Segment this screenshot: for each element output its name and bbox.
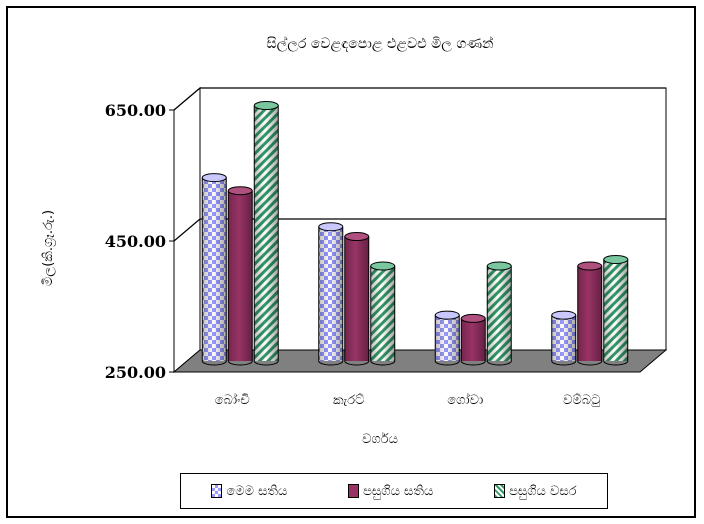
- floor: [172, 349, 668, 373]
- bar-outline: [201, 177, 227, 366]
- bar-outline: [370, 266, 396, 366]
- x-tick-label: කැරට්: [333, 393, 364, 408]
- bar-shade: [344, 236, 369, 361]
- y-tick-label: 250.00: [105, 363, 166, 382]
- bar-0-2: [253, 101, 279, 366]
- x-tick-label: වම්බටු: [563, 393, 600, 408]
- y-tick-label: 650.00: [105, 101, 166, 120]
- bar-outline: [344, 236, 370, 366]
- bar-shade: [370, 266, 395, 361]
- bar-3-2: [603, 254, 629, 366]
- bar-shade: [603, 259, 628, 361]
- legend-swatch-series-3: [494, 484, 506, 498]
- chart-legend: මෙම සතිය පසුගිය සතිය පසුගිය වසර: [180, 473, 608, 509]
- bar-outline: [227, 190, 253, 366]
- bar-shade: [551, 315, 576, 361]
- bar-shade: [461, 318, 486, 361]
- bar-shade: [318, 226, 343, 361]
- legend-item-series-2: පසුගිය සතිය: [348, 484, 433, 499]
- legend-swatch-series-2: [348, 484, 360, 498]
- gridline: [173, 87, 666, 111]
- bar-outline: [460, 318, 486, 366]
- bar-shade: [228, 190, 253, 361]
- bar-2-0: [434, 310, 460, 366]
- chart-title: සිල්ලර වෙළඳපොළ එළවළු මිල ගණන්: [267, 36, 494, 52]
- legend-item-series-3: පසුගිය වසර: [494, 483, 577, 499]
- bar-0-1: [227, 186, 253, 366]
- legend-swatch-series-1: [211, 484, 223, 498]
- bar-cap: [370, 261, 396, 271]
- bar-outline: [318, 226, 344, 366]
- x-axis-label: වර්ගය: [362, 431, 398, 447]
- chart-frame: 250.00 450.00 650.00 බෝංචි කැරට් ගෝවා වම්බටු සි…: [6, 6, 696, 518]
- bar-cap: [486, 261, 512, 271]
- legend-label-series-3: පසුගිය වසර: [509, 483, 577, 499]
- bar-cap: [227, 186, 253, 196]
- bar-outline: [551, 315, 577, 366]
- y-tick-label: 450.00: [105, 232, 166, 251]
- bar-shade: [577, 266, 602, 361]
- bar-2-2: [486, 261, 512, 366]
- bar-cap: [577, 261, 603, 271]
- bar-cap: [201, 173, 227, 183]
- y-axis-label: මිල(කි.ග්‍රෑ.රු.): [41, 210, 56, 286]
- bar-shade: [435, 315, 460, 361]
- bar-1-0: [318, 222, 344, 366]
- bar-3-1: [577, 261, 603, 366]
- legend-item-series-1: මෙම සතිය: [211, 484, 287, 499]
- bar-1-2: [370, 261, 396, 366]
- bar-outline: [603, 259, 629, 366]
- bar-cap: [460, 313, 486, 323]
- bar-outline: [253, 105, 279, 366]
- bar-2-1: [460, 313, 486, 366]
- x-tick-label: බෝංචි: [215, 392, 250, 408]
- bar-cap: [253, 101, 279, 111]
- bar-shade: [254, 105, 279, 361]
- legend-label-series-1: මෙම සතිය: [226, 483, 288, 499]
- bar-outline: [577, 266, 603, 366]
- bar-cap: [551, 310, 577, 320]
- legend-label-series-2: පසුගිය සතිය: [363, 483, 434, 499]
- bar-shade: [202, 177, 227, 361]
- bar-1-1: [344, 232, 370, 366]
- gridline: [173, 218, 666, 242]
- bar-cap: [603, 254, 629, 264]
- x-tick-label: ගෝවා: [447, 392, 483, 408]
- bar-cap: [434, 310, 460, 320]
- bar-cap: [318, 222, 344, 232]
- bar-0-0: [201, 173, 227, 366]
- bar-cap: [344, 232, 370, 242]
- bar-shade: [487, 266, 512, 361]
- bar-outline: [486, 266, 512, 366]
- bar-3-0: [551, 310, 577, 366]
- bar-outline: [434, 315, 460, 366]
- chart-plot: 250.00 450.00 650.00 බෝංචි කැරට් ගෝවා වම්බටු සි…: [41, 36, 668, 447]
